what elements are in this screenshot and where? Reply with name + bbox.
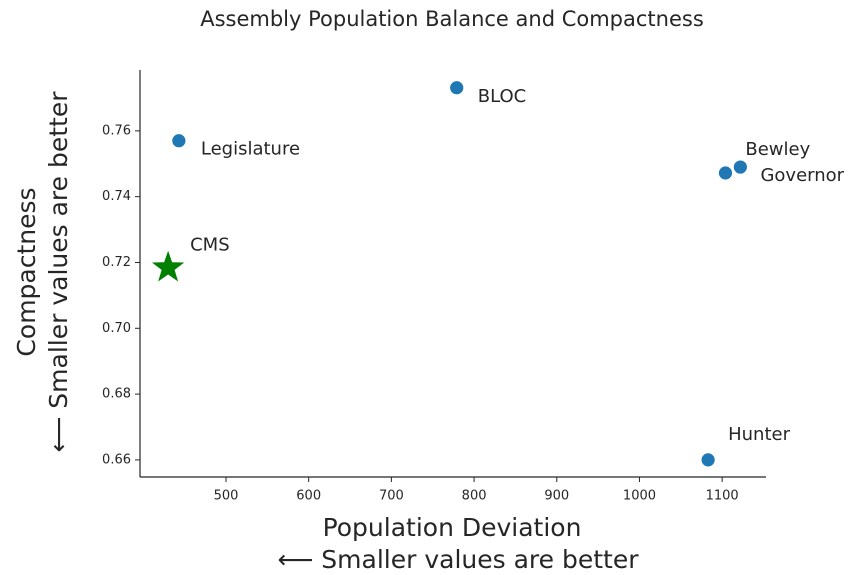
x-tick-label: 600 xyxy=(296,489,321,504)
point xyxy=(732,159,748,175)
chart-title: Assembly Population Balance and Compactn… xyxy=(200,7,704,31)
y-axis-label: Compactness xyxy=(12,187,41,356)
point-label: BLOC xyxy=(478,86,526,107)
y-tick-label: 0.76 xyxy=(102,123,131,138)
point-label: CMS xyxy=(190,235,230,256)
y-axis-label: ⟵ Smaller values are better xyxy=(44,91,73,453)
y-tick-label: 0.66 xyxy=(102,452,131,467)
x-tick-label: 1100 xyxy=(706,489,739,504)
x-tick-label: 500 xyxy=(214,489,239,504)
x-tick-label: 1000 xyxy=(623,489,656,504)
x-axis-label: ⟵ Smaller values are better xyxy=(278,545,640,574)
star-point xyxy=(151,250,185,282)
y-tick-label: 0.70 xyxy=(102,321,131,336)
point-label: Legislature xyxy=(201,139,300,160)
x-tick-label: 700 xyxy=(379,489,404,504)
point xyxy=(700,452,716,468)
x-tick-label: 900 xyxy=(544,489,569,504)
point-label: Governor xyxy=(760,165,844,186)
point xyxy=(718,165,733,181)
point-label: Bewley xyxy=(745,139,810,160)
point xyxy=(449,80,465,96)
y-tick-label: 0.68 xyxy=(102,387,131,402)
y-tick-label: 0.74 xyxy=(102,189,131,204)
x-tick-label: 800 xyxy=(462,489,487,504)
point-label: Hunter xyxy=(728,424,790,445)
x-axis-label: Population Deviation xyxy=(323,513,582,542)
y-tick-label: 0.72 xyxy=(102,255,131,270)
point xyxy=(171,133,187,149)
